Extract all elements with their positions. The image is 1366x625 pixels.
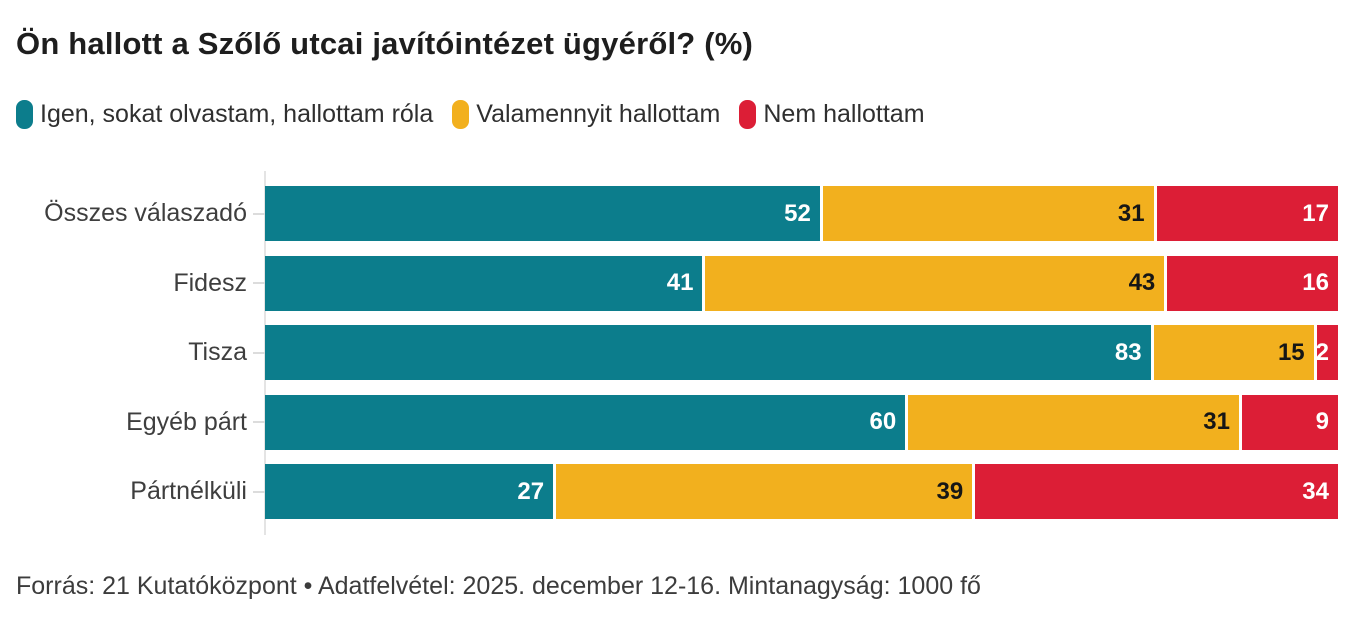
bar-segment: 17 xyxy=(1156,186,1338,242)
value-label: 83 xyxy=(1114,338,1142,366)
bar-track: 41 43 16 xyxy=(265,255,1338,311)
legend-label: Valamennyit hallottam xyxy=(476,100,721,128)
axis-tick xyxy=(253,212,265,215)
bar-segment: 34 xyxy=(975,464,1338,520)
legend-swatch-icon xyxy=(452,100,470,129)
legend-swatch-icon xyxy=(16,100,33,129)
value-label: 52 xyxy=(784,199,811,227)
bar-segment: 15 xyxy=(1153,325,1314,381)
legend-item: Valamennyit hallottam xyxy=(452,100,720,129)
value-label: 15 xyxy=(1277,338,1305,366)
bar-track: 83 15 2 xyxy=(265,325,1338,381)
chart-rows: Összes válaszadó 52 31 17 Fidesz 41 43 16 Tisza 8… xyxy=(16,179,1350,527)
legend-label: Igen, sokat olvastam, hallottam róla xyxy=(40,100,434,128)
value-label: 31 xyxy=(1117,199,1145,227)
axis-tick xyxy=(253,351,265,354)
value-label: 31 xyxy=(1203,408,1230,436)
legend: Igen, sokat olvastam, hallottam róla Vala… xyxy=(16,100,1350,129)
chart-row: Egyéb párt 60 31 9 xyxy=(16,388,1350,458)
chart-row: Összes válaszadó 52 31 17 xyxy=(16,179,1350,249)
category-label: Egyéb párt xyxy=(126,407,247,436)
legend-label: Nem hallottam xyxy=(763,100,925,128)
value-label: 17 xyxy=(1302,199,1329,227)
category-label: Tisza xyxy=(188,338,247,367)
chart-row: Fidesz 41 43 16 xyxy=(16,249,1350,319)
axis-tick xyxy=(253,490,265,493)
bar-segment: 83 xyxy=(265,325,1151,381)
chart-row: Tisza 83 15 2 xyxy=(16,318,1350,388)
value-label: 9 xyxy=(1315,408,1329,436)
bar-segment: 52 xyxy=(265,186,820,242)
value-label: 39 xyxy=(936,477,964,505)
bar-segment: 60 xyxy=(265,394,906,450)
bar-segment: 39 xyxy=(556,464,973,520)
value-label: 43 xyxy=(1128,269,1156,297)
value-label: 60 xyxy=(869,408,897,436)
axis-tick xyxy=(253,421,265,424)
bar-segment: 16 xyxy=(1167,255,1338,311)
legend-item: Nem hallottam xyxy=(739,100,925,129)
bar-track: 60 31 9 xyxy=(265,394,1338,450)
bar-track: 27 39 34 xyxy=(265,464,1338,520)
value-label: 27 xyxy=(517,477,545,505)
category-label: Pártnélküli xyxy=(130,477,247,506)
bar-segment: 31 xyxy=(908,394,1239,450)
category-label: Fidesz xyxy=(173,268,247,297)
bar-segment: 2 xyxy=(1315,325,1338,381)
source-note: Forrás: 21 Kutatóközpont • Adatfelvétel:… xyxy=(16,571,981,600)
bar-segment: 9 xyxy=(1241,394,1338,450)
value-label: 34 xyxy=(1302,477,1329,505)
stacked-bar-chart: Összes válaszadó 52 31 17 Fidesz 41 43 16 Tisza 8… xyxy=(16,171,1350,535)
category-label: Összes válaszadó xyxy=(44,199,247,228)
value-label: 16 xyxy=(1302,269,1329,297)
value-label: 41 xyxy=(666,269,694,297)
bar-segment: 43 xyxy=(705,255,1165,311)
value-label: 2 xyxy=(1315,338,1329,366)
legend-swatch-icon xyxy=(739,100,757,129)
bar-track: 52 31 17 xyxy=(265,186,1338,242)
bar-segment: 27 xyxy=(265,464,554,520)
axis-tick xyxy=(253,282,265,285)
chart-row: Pártnélküli 27 39 34 xyxy=(16,457,1350,527)
bar-segment: 41 xyxy=(265,255,703,311)
legend-item: Igen, sokat olvastam, hallottam róla xyxy=(16,100,433,129)
chart-title: Ön hallott a Szőlő utcai javítóintézet ü… xyxy=(16,26,754,61)
bar-segment: 31 xyxy=(822,186,1154,242)
